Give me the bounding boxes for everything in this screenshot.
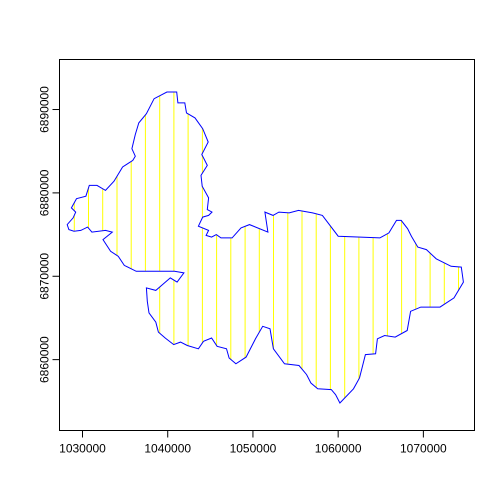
polygon-hatch-fill <box>73 92 459 403</box>
y-tick-label-3: 6890000 <box>38 86 52 133</box>
x-tick-label-2: 1050000 <box>230 442 277 456</box>
x-tick-label-4: 1070000 <box>400 442 447 456</box>
y-tick-label-1: 6870000 <box>38 253 52 300</box>
x-tick-label-0: 1030000 <box>59 442 106 456</box>
x-axis: 1030000 1040000 1050000 1060000 1070000 <box>59 430 447 456</box>
y-tick-label-2: 6880000 <box>38 169 52 216</box>
x-tick-label-3: 1060000 <box>315 442 362 456</box>
y-tick-label-0: 6860000 <box>38 336 52 383</box>
y-axis: 6860000 6870000 6880000 6890000 <box>38 86 60 383</box>
plot-frame <box>59 59 475 431</box>
x-tick-label-1: 1040000 <box>144 442 191 456</box>
polygon-outline <box>66 91 464 404</box>
